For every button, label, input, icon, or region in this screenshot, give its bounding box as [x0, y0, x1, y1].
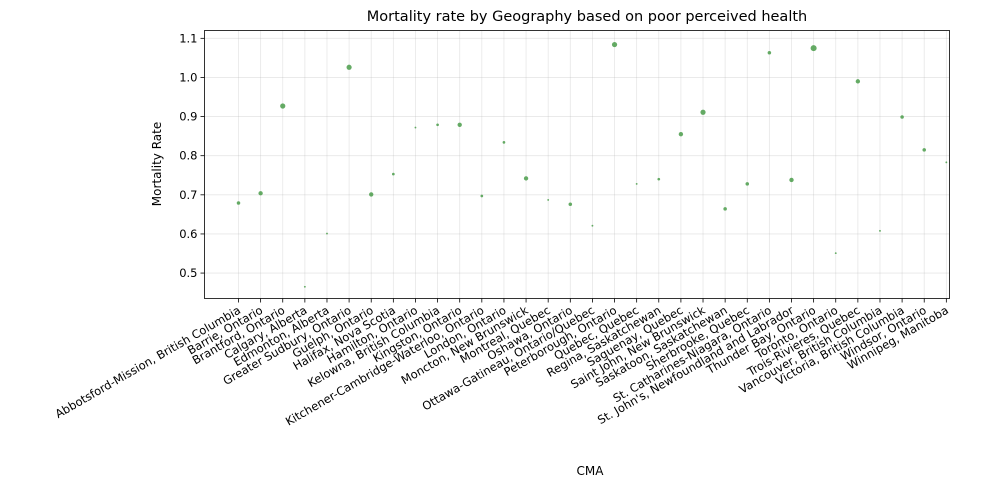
y-axis: 0.5 0.6 0.7 0.8 0.9 1.0 1.1	[179, 31, 205, 280]
plot-frame	[204, 30, 950, 299]
data-point	[945, 161, 948, 164]
data-point	[591, 224, 594, 227]
data-point	[258, 191, 263, 196]
data-point	[834, 252, 837, 255]
data-point	[879, 229, 881, 232]
data-point	[767, 51, 772, 55]
data-point	[280, 103, 286, 109]
x-axis: Abbotsford-Mission, British ColumbiaBarr…	[53, 298, 951, 428]
data-point	[392, 172, 395, 176]
data-points	[236, 41, 948, 288]
data-point	[700, 109, 706, 115]
y-tick-label: 0.8	[179, 149, 197, 163]
data-point	[547, 198, 550, 201]
data-point	[326, 232, 328, 235]
data-point	[502, 141, 506, 144]
data-point	[346, 64, 352, 70]
y-axis-label: Mortality Rate	[150, 122, 164, 207]
grid	[204, 30, 950, 299]
y-tick-label: 0.6	[179, 227, 197, 241]
x-axis-label: CMA	[577, 464, 605, 478]
data-point	[723, 207, 727, 211]
data-point	[236, 201, 241, 205]
y-tick-label: 1.1	[179, 31, 197, 45]
data-point	[457, 122, 462, 127]
y-tick-label: 0.7	[179, 188, 197, 202]
data-point	[414, 126, 417, 129]
data-point	[745, 182, 750, 186]
data-point	[369, 192, 374, 197]
data-point	[303, 285, 306, 288]
chart-title: Mortality rate by Geography based on poo…	[367, 9, 807, 25]
y-tick-label: 0.9	[179, 110, 197, 124]
y-tick-label: 1.0	[179, 70, 197, 84]
data-point	[611, 41, 618, 48]
data-point	[635, 182, 638, 185]
data-point	[789, 177, 794, 183]
y-tick-label: 0.5	[179, 266, 197, 280]
data-point	[523, 176, 529, 181]
data-point	[810, 45, 817, 52]
data-point	[436, 123, 439, 127]
data-point	[480, 194, 484, 198]
data-point	[657, 177, 661, 181]
data-point	[678, 131, 684, 137]
data-point	[922, 148, 926, 152]
data-point	[855, 79, 861, 84]
data-point	[568, 202, 573, 206]
x-tick-label: Abbotsford-Mission, British Columbia	[53, 303, 243, 421]
data-point	[900, 115, 904, 119]
